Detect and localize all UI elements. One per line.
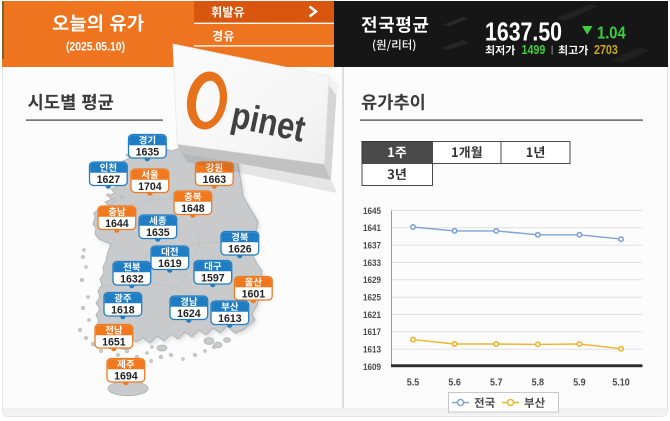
svg-text:1499: 1499 <box>522 43 546 57</box>
svg-text:1641: 1641 <box>363 223 381 233</box>
svg-text:1651: 1651 <box>102 336 126 348</box>
svg-text:1609: 1609 <box>363 362 381 372</box>
svg-text:5.6: 5.6 <box>448 377 460 387</box>
svg-text:(2025.05.10): (2025.05.10) <box>66 41 125 54</box>
svg-text:1625: 1625 <box>363 292 381 302</box>
svg-text:2703: 2703 <box>594 43 618 57</box>
svg-text:5.9: 5.9 <box>573 377 585 387</box>
svg-text:1633: 1633 <box>363 258 381 268</box>
svg-text:5.8: 5.8 <box>532 377 544 387</box>
svg-text:1648: 1648 <box>181 203 205 215</box>
svg-text:5.5: 5.5 <box>407 377 419 387</box>
svg-text:1618: 1618 <box>111 304 135 316</box>
svg-text:1629: 1629 <box>363 275 381 285</box>
svg-text:1613: 1613 <box>218 313 242 325</box>
svg-text:1635: 1635 <box>136 146 160 158</box>
svg-text:1663: 1663 <box>203 174 227 186</box>
svg-text:1619: 1619 <box>158 258 182 270</box>
svg-text:1704: 1704 <box>138 181 162 193</box>
svg-text:1617: 1617 <box>363 327 381 337</box>
svg-text:1613: 1613 <box>363 344 381 354</box>
svg-text:1637.50: 1637.50 <box>485 17 562 47</box>
svg-text:1627: 1627 <box>97 174 121 186</box>
svg-text:1637: 1637 <box>363 240 381 250</box>
svg-text:1632: 1632 <box>120 273 144 285</box>
svg-text:1601: 1601 <box>242 288 266 300</box>
svg-text:1597: 1597 <box>201 272 225 284</box>
svg-text:1694: 1694 <box>114 370 138 382</box>
svg-text:5.10: 5.10 <box>612 377 629 387</box>
svg-text:1621: 1621 <box>363 310 381 320</box>
svg-text:1626: 1626 <box>228 243 252 255</box>
svg-text:1635: 1635 <box>146 227 170 239</box>
svg-text:5.7: 5.7 <box>490 377 502 387</box>
svg-text:1644: 1644 <box>105 218 129 230</box>
svg-text:1.04: 1.04 <box>597 23 626 43</box>
svg-text:1624: 1624 <box>177 308 201 320</box>
svg-text:1645: 1645 <box>363 206 381 216</box>
